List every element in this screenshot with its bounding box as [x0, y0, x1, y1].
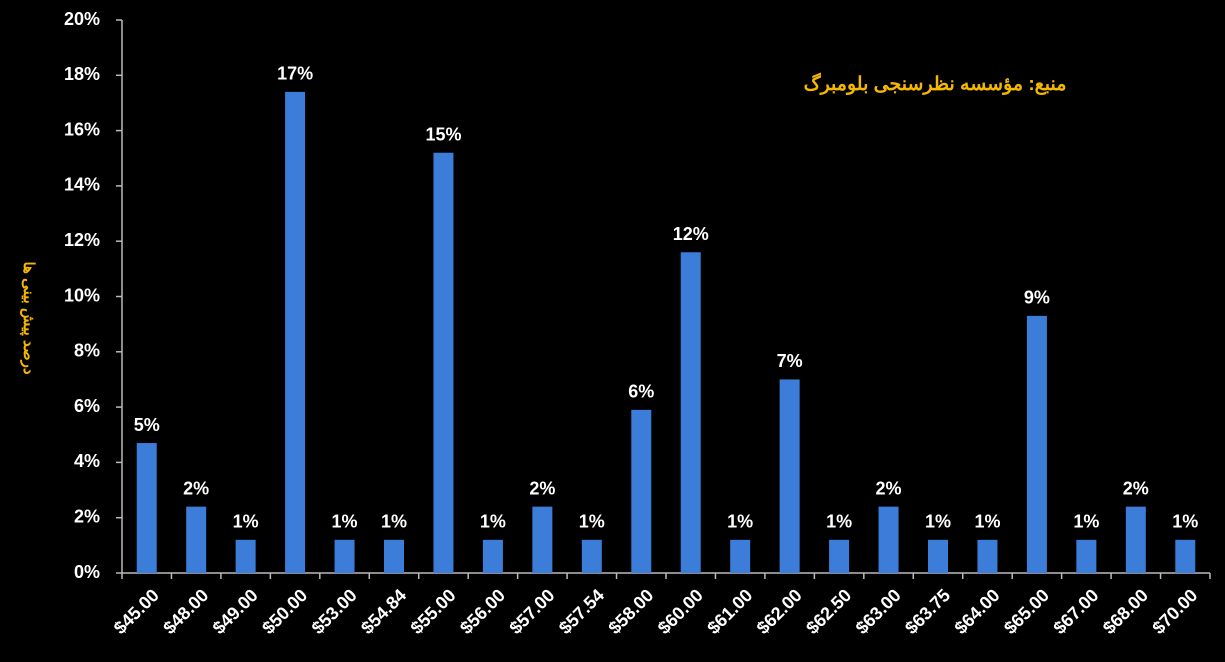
y-tick-label: 20% — [64, 9, 100, 29]
value-label: 9% — [1024, 288, 1050, 308]
bar — [433, 152, 454, 573]
value-label: 12% — [673, 224, 709, 244]
y-tick-label: 18% — [64, 64, 100, 84]
value-label: 2% — [876, 478, 902, 498]
annotation: منبع: مؤسسه نظرسنجی بلومبرگ — [804, 72, 1067, 95]
bar — [1026, 315, 1047, 573]
bar — [136, 443, 157, 573]
y-tick-label: 8% — [74, 341, 100, 361]
value-label: 1% — [826, 512, 852, 532]
bar — [829, 539, 850, 573]
bar — [532, 506, 553, 573]
value-label: 1% — [480, 512, 506, 532]
value-label: 2% — [1123, 478, 1149, 498]
bar — [1125, 506, 1146, 573]
value-label: 2% — [183, 478, 209, 498]
y-tick-label: 2% — [74, 506, 100, 526]
value-label: 6% — [628, 382, 654, 402]
value-label: 1% — [332, 512, 358, 532]
bar — [928, 539, 948, 573]
y-tick-label: 4% — [74, 451, 100, 471]
value-label: 1% — [233, 512, 259, 532]
y-tick-label: 0% — [74, 562, 100, 582]
value-label: 1% — [381, 512, 407, 532]
value-label: 1% — [974, 512, 1000, 532]
bar — [730, 539, 751, 573]
bar — [186, 506, 207, 573]
y-tick-label: 12% — [64, 230, 100, 250]
bar — [878, 506, 899, 573]
value-label: 1% — [1073, 512, 1099, 532]
value-label: 15% — [425, 124, 461, 144]
bar — [1175, 539, 1196, 573]
y-tick-label: 10% — [64, 285, 100, 305]
value-label: 1% — [925, 512, 951, 532]
bar — [285, 91, 306, 573]
bar — [1076, 539, 1097, 573]
y-tick-label: 16% — [64, 119, 100, 139]
bar — [680, 252, 701, 573]
y-tick-label: 14% — [64, 175, 100, 195]
bar — [482, 539, 503, 573]
bar — [631, 409, 652, 573]
value-label: 17% — [277, 64, 313, 84]
value-label: 2% — [529, 478, 555, 498]
bar — [779, 379, 800, 573]
value-label: 1% — [727, 512, 753, 532]
bar — [334, 539, 355, 573]
bar — [581, 539, 602, 573]
y-axis-label: درصد پیش بینی ها — [19, 261, 37, 374]
bar — [384, 539, 404, 573]
bar — [977, 539, 998, 573]
value-label: 1% — [579, 512, 605, 532]
y-tick-label: 6% — [74, 396, 100, 416]
value-label: 5% — [134, 415, 160, 435]
bar — [235, 539, 256, 573]
value-label: 1% — [1172, 512, 1198, 532]
value-label: 7% — [777, 351, 803, 371]
